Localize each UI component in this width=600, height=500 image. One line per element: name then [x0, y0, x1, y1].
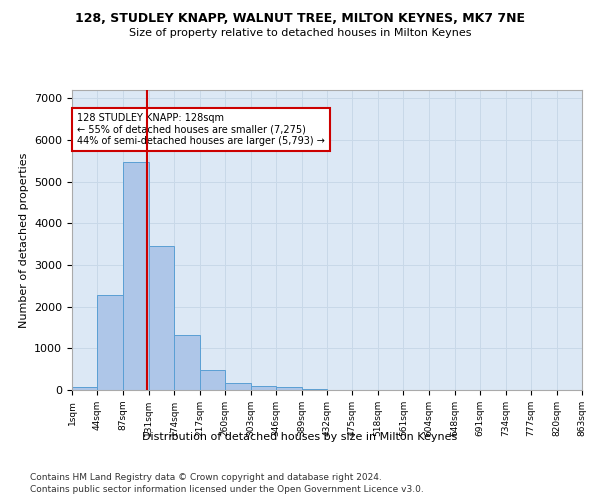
Bar	[123, 162, 149, 390]
Bar	[97, 295, 123, 390]
Text: 128, STUDLEY KNAPP, WALNUT TREE, MILTON KEYNES, MK7 7NE: 128, STUDLEY KNAPP, WALNUT TREE, MILTON …	[75, 12, 525, 26]
Bar	[175, 336, 200, 390]
Text: Size of property relative to detached houses in Milton Keynes: Size of property relative to detached ho…	[129, 28, 471, 38]
Bar	[251, 386, 276, 390]
Bar	[200, 370, 225, 390]
Text: Contains HM Land Registry data © Crown copyright and database right 2024.: Contains HM Land Registry data © Crown c…	[30, 472, 382, 482]
Text: Contains public sector information licensed under the Open Government Licence v3: Contains public sector information licen…	[30, 485, 424, 494]
Text: Distribution of detached houses by size in Milton Keynes: Distribution of detached houses by size …	[142, 432, 458, 442]
Bar	[149, 246, 175, 390]
Y-axis label: Number of detached properties: Number of detached properties	[19, 152, 29, 328]
Bar	[225, 384, 251, 390]
Bar	[276, 388, 302, 390]
Bar	[72, 387, 97, 390]
Text: 128 STUDLEY KNAPP: 128sqm
← 55% of detached houses are smaller (7,275)
44% of se: 128 STUDLEY KNAPP: 128sqm ← 55% of detac…	[77, 113, 325, 146]
Bar	[302, 388, 327, 390]
